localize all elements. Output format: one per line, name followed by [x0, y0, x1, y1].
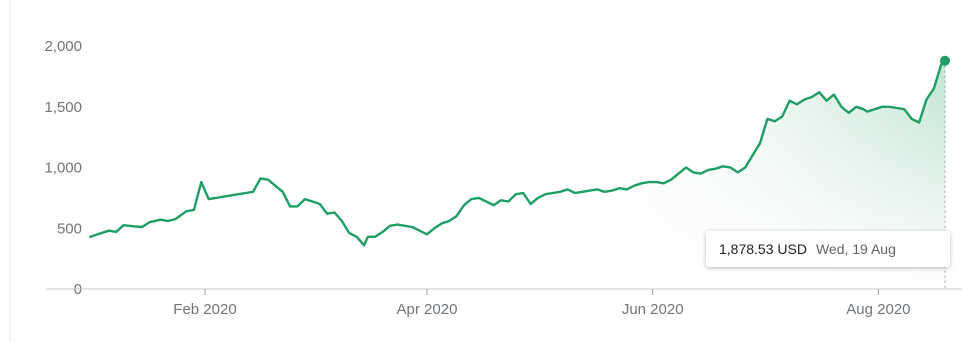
x-axis: Feb 2020 Apr 2020 Jun 2020 Aug 2020	[173, 289, 911, 318]
x-tick-label: Feb 2020	[173, 301, 236, 318]
tooltip-date: Wed, 19 Aug	[815, 241, 896, 257]
x-tick-label: Jun 2020	[622, 301, 684, 318]
x-tick-label: Apr 2020	[397, 301, 458, 318]
y-tick-label: 1,500	[44, 99, 82, 116]
y-tick-label: 500	[57, 220, 82, 237]
hover-point	[940, 55, 950, 66]
hover-tooltip: 1,878.53 USD Wed, 19 Aug	[706, 231, 950, 267]
y-tick-label: 1,000	[44, 160, 82, 177]
series-line	[89, 59, 947, 247]
y-tick-label: 2,000	[44, 38, 82, 55]
x-tick-label: Aug 2020	[846, 301, 910, 318]
tooltip-value: 1,878.53 USD	[719, 241, 807, 257]
